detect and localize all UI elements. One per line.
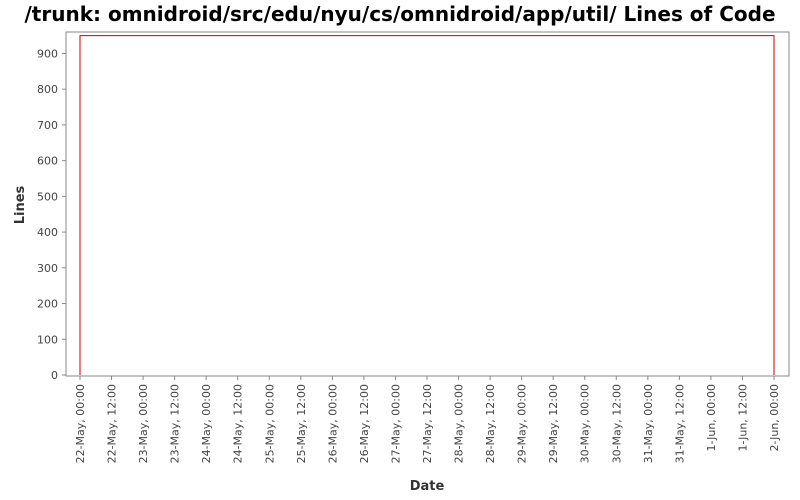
y-tick-label: 800 <box>37 83 58 96</box>
x-tick-label: 28-May, 12:00 <box>484 384 497 463</box>
y-tick-label: 300 <box>37 262 58 275</box>
x-tick-label: 23-May, 12:00 <box>169 384 182 463</box>
y-tick-label: 200 <box>37 298 58 311</box>
x-tick-label: 24-May, 00:00 <box>200 384 213 463</box>
x-tick-label: 29-May, 00:00 <box>516 384 529 463</box>
x-tick-label: 22-May, 00:00 <box>74 384 87 463</box>
x-tick-label: 27-May, 12:00 <box>421 384 434 463</box>
x-tick-label: 1-Jun, 00:00 <box>705 384 718 451</box>
y-tick-label: 900 <box>37 47 58 60</box>
x-tick-label: 29-May, 12:00 <box>547 384 560 463</box>
x-tick-label: 2-Jun, 00:00 <box>768 384 781 451</box>
y-tick-label: 500 <box>37 190 58 203</box>
x-tick-label: 26-May, 12:00 <box>358 384 371 463</box>
y-tick-label: 700 <box>37 119 58 132</box>
x-tick-label: 26-May, 00:00 <box>326 384 339 463</box>
x-tick-label: 31-May, 12:00 <box>673 384 686 463</box>
x-tick-label: 1-Jun, 12:00 <box>736 384 749 451</box>
x-tick-label: 23-May, 00:00 <box>137 384 150 463</box>
y-tick-label: 600 <box>37 155 58 168</box>
x-tick-label: 31-May, 00:00 <box>642 384 655 463</box>
plot-area <box>65 31 790 377</box>
y-tick-label: 0 <box>51 369 58 382</box>
x-axis-label: Date <box>410 479 445 494</box>
y-tick-label: 100 <box>37 333 58 346</box>
x-tick-label: 28-May, 00:00 <box>453 384 466 463</box>
x-tick-label: 30-May, 00:00 <box>579 384 592 463</box>
x-tick-label: 22-May, 12:00 <box>106 384 119 463</box>
chart-title: /trunk: omnidroid/src/edu/nyu/cs/omnidro… <box>24 2 776 26</box>
x-tick-label: 27-May, 00:00 <box>389 384 402 463</box>
y-tick-label: 400 <box>37 226 58 239</box>
x-tick-label: 30-May, 12:00 <box>610 384 623 463</box>
x-tick-label: 25-May, 00:00 <box>263 384 276 463</box>
series-line <box>79 35 775 375</box>
y-axis-label: Lines <box>13 185 28 224</box>
x-tick-label: 25-May, 12:00 <box>295 384 308 463</box>
x-tick-label: 24-May, 12:00 <box>232 384 245 463</box>
